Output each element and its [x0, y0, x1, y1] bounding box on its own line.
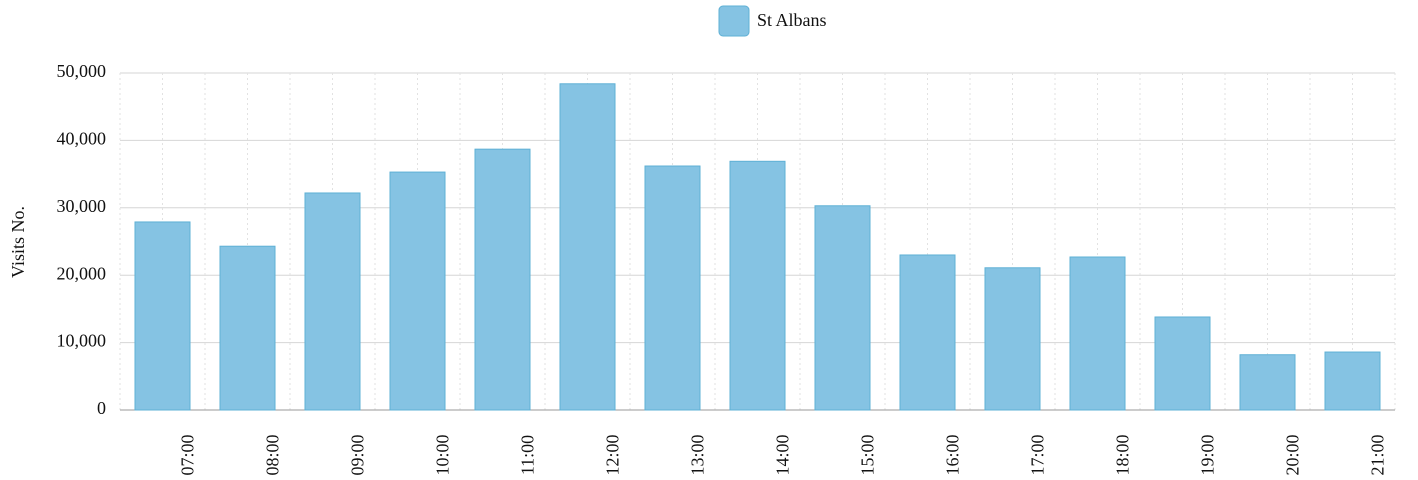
x-tick-label: 07:00	[178, 434, 198, 475]
y-tick-label: 40,000	[57, 129, 107, 149]
legend-label: St Albans	[757, 10, 827, 30]
x-tick-label: 09:00	[348, 434, 368, 475]
x-tick-label: 21:00	[1368, 434, 1388, 475]
bar	[219, 245, 276, 411]
legend-swatch	[718, 5, 750, 37]
x-tick-label: 11:00	[518, 435, 538, 475]
x-tick-label: 08:00	[263, 434, 283, 475]
bar	[644, 165, 701, 411]
y-tick-label: 10,000	[57, 331, 107, 351]
x-tick-label: 18:00	[1113, 434, 1133, 475]
bar	[559, 83, 616, 411]
bar	[1069, 256, 1126, 411]
x-tick-label: 17:00	[1028, 434, 1048, 475]
x-tick-label: 20:00	[1283, 434, 1303, 475]
bar	[814, 205, 871, 411]
y-tick-label: 30,000	[57, 196, 107, 216]
bar	[899, 254, 956, 411]
x-tick-label: 15:00	[858, 434, 878, 475]
bar	[1239, 354, 1296, 411]
x-tick-label: 14:00	[773, 434, 793, 475]
y-tick-label: 20,000	[57, 263, 107, 283]
bar	[474, 148, 531, 411]
bar	[134, 221, 191, 411]
x-tick-label: 10:00	[433, 434, 453, 475]
bar	[984, 267, 1041, 411]
bar	[729, 160, 786, 411]
x-tick-label: 12:00	[603, 434, 623, 475]
x-tick-label: 16:00	[943, 434, 963, 475]
bar	[389, 171, 446, 411]
y-tick-label: 0	[97, 398, 106, 418]
y-axis-title: Visits No.	[8, 206, 28, 278]
bar	[1324, 351, 1381, 411]
x-tick-label: 13:00	[688, 434, 708, 475]
y-tick-label: 50,000	[57, 61, 107, 81]
bar	[1154, 316, 1211, 411]
bar	[304, 192, 361, 411]
x-tick-label: 19:00	[1198, 434, 1218, 475]
